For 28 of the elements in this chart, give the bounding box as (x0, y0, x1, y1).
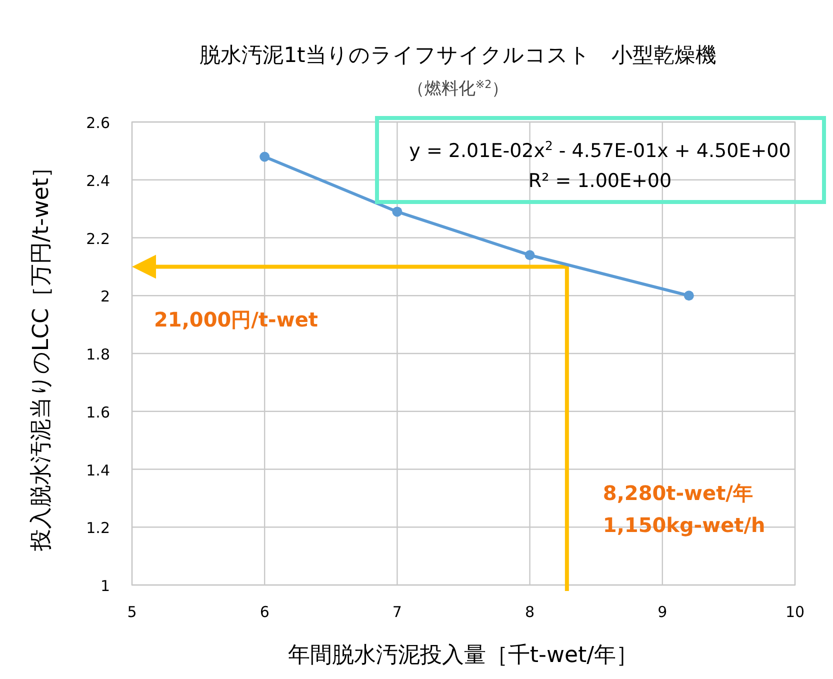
y-tick-label: 1.4 (86, 461, 110, 480)
y-tick-label: 2.2 (86, 230, 110, 248)
ref-line-label: 21,000円/t-wet (154, 308, 318, 332)
y-tick-label: 1.2 (86, 519, 110, 538)
chart-title: 脱水汚泥1t当りのライフサイクルコスト 小型乾燥機 (200, 43, 716, 67)
x-tick-label: 7 (392, 603, 402, 621)
annotation: R² = 1.00E+00 (528, 170, 672, 192)
x-tick-label: 9 (658, 603, 668, 621)
point (524, 250, 535, 260)
point (260, 152, 270, 162)
x-tick-label: 6 (260, 603, 270, 621)
chart-subtitle: （燃料化$^{※2}$） (407, 78, 509, 99)
y-tick-label: 1.8 (86, 346, 110, 364)
annotation: 1,150kg-wet/h (602, 513, 766, 538)
y-axis-title: 投入脱水汚泥当りのLCC［万円/t-wet］ (29, 156, 54, 552)
annotation: y = 2.01E-02x$^{2}$ - 4.57E-01x + 4.50E+00 (409, 139, 791, 162)
x-axis-title: 年間脱水汚泥投入量［千t-wet/年］ (288, 643, 638, 668)
point (684, 290, 694, 301)
x-tick-label: 5 (127, 603, 137, 621)
x-tick-label: 8 (525, 603, 535, 621)
y-tick-label: 1.6 (86, 403, 110, 422)
ref-line-label: 8,280t-wet/年 (602, 481, 753, 505)
y-tick-label: 2.4 (86, 172, 110, 190)
y-tick-label: 1 (100, 577, 110, 595)
x-tick-label: 10 (785, 603, 805, 621)
y-tick-label: 2 (100, 288, 110, 306)
y-tick-label: 2.6 (86, 114, 110, 132)
point (392, 206, 402, 217)
